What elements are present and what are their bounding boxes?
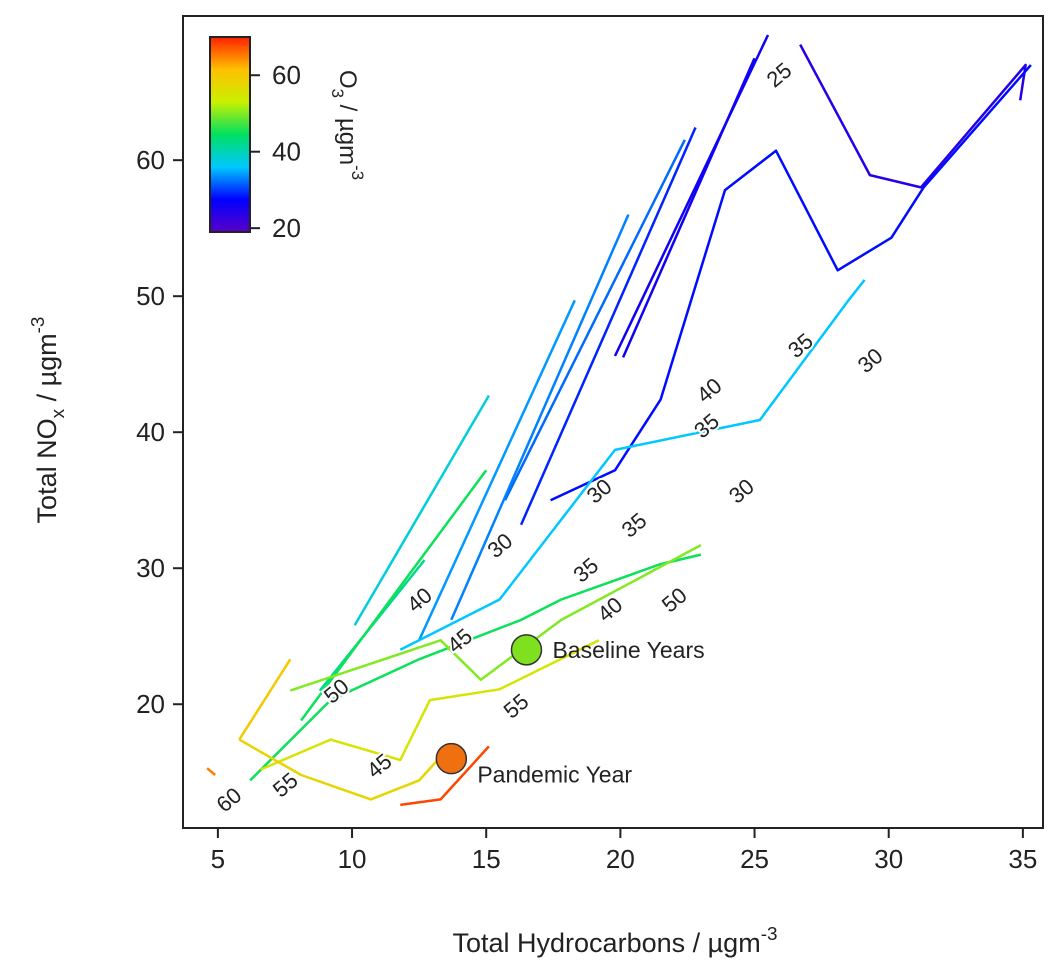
contour-line	[260, 639, 600, 771]
contour-label: 30	[483, 528, 518, 563]
colorbar-tick-label: 40	[272, 137, 301, 167]
y-tick-label: 30	[136, 553, 165, 583]
y-tick-label: 50	[136, 281, 165, 311]
x-tick-label: 35	[1008, 844, 1037, 874]
contour-line	[519, 126, 697, 526]
contour-line	[621, 57, 756, 358]
x-axis-label-part: Total Hydrocarbons / µgm	[453, 928, 761, 958]
contour-label: 30	[582, 474, 617, 509]
contour-line	[613, 34, 770, 357]
contour-line	[399, 279, 866, 651]
y-axis-label-part: x	[48, 408, 69, 418]
colorbar-tick-label: 60	[272, 60, 301, 90]
y-tick-label: 60	[136, 145, 165, 175]
colorbar-tick-label: 20	[272, 213, 301, 243]
contour-label: 25	[762, 57, 797, 92]
colorbar-label-part: -3	[348, 165, 367, 180]
contour-line	[300, 469, 488, 722]
contour-label: 35	[568, 553, 603, 588]
contour-label: 45	[362, 748, 397, 783]
colorbar-label-part: 3	[328, 89, 347, 98]
point-label: Pandemic Year	[477, 762, 632, 788]
contour-label: 30	[724, 474, 759, 509]
contour-label: 35	[689, 408, 724, 443]
x-tick-label: 30	[874, 844, 903, 874]
point-label: Baseline Years	[552, 637, 704, 663]
contour-line	[503, 139, 686, 501]
x-tick-label: 25	[740, 844, 769, 874]
y-tick-label: 20	[136, 689, 165, 719]
contour-line	[206, 767, 217, 776]
contour-label: 55	[499, 689, 534, 724]
contour-line	[353, 394, 490, 626]
y-axis-label-part: -3	[28, 317, 49, 334]
colorbar-label: O3 / µgm-3	[328, 70, 367, 180]
contour-label: 45	[442, 623, 477, 658]
contour-line	[249, 553, 702, 782]
contour-line	[289, 543, 702, 692]
x-axis-label: Total Hydrocarbons / µgm-3	[453, 924, 778, 958]
contour-label: 35	[783, 328, 818, 363]
x-tick-label: 20	[606, 844, 635, 874]
contour-line	[400, 745, 490, 807]
contour-label: 30	[853, 343, 888, 378]
contour-label: 40	[593, 592, 628, 627]
y-axis-label: Total NOx / µgm-3	[28, 317, 69, 524]
contour-line	[450, 214, 630, 621]
contour-line	[550, 64, 1032, 502]
x-tick-label: 10	[338, 844, 367, 874]
data-point	[435, 742, 468, 775]
contour-label: 50	[657, 582, 692, 617]
colorbar-label-part: / µgm	[334, 98, 361, 165]
x-tick-label: 5	[211, 844, 225, 874]
y-axis-label-part: Total NO	[32, 418, 62, 523]
contour-label: 40	[692, 373, 727, 408]
contour-line	[238, 738, 453, 801]
x-tick-label: 15	[472, 844, 501, 874]
colorbar-label-part: O	[334, 70, 361, 89]
y-axis-label-part: / µgm	[32, 333, 62, 409]
contour-line	[238, 658, 292, 741]
colorbar	[209, 36, 251, 233]
contour-label: 60	[212, 782, 247, 817]
data-point	[510, 634, 543, 666]
contour-line	[417, 299, 576, 641]
contour-label: 35	[617, 508, 652, 543]
y-tick-label: 40	[136, 417, 165, 447]
contour-line	[799, 44, 1027, 189]
plot-frame	[182, 15, 1044, 829]
x-axis-label-part: -3	[761, 924, 778, 945]
